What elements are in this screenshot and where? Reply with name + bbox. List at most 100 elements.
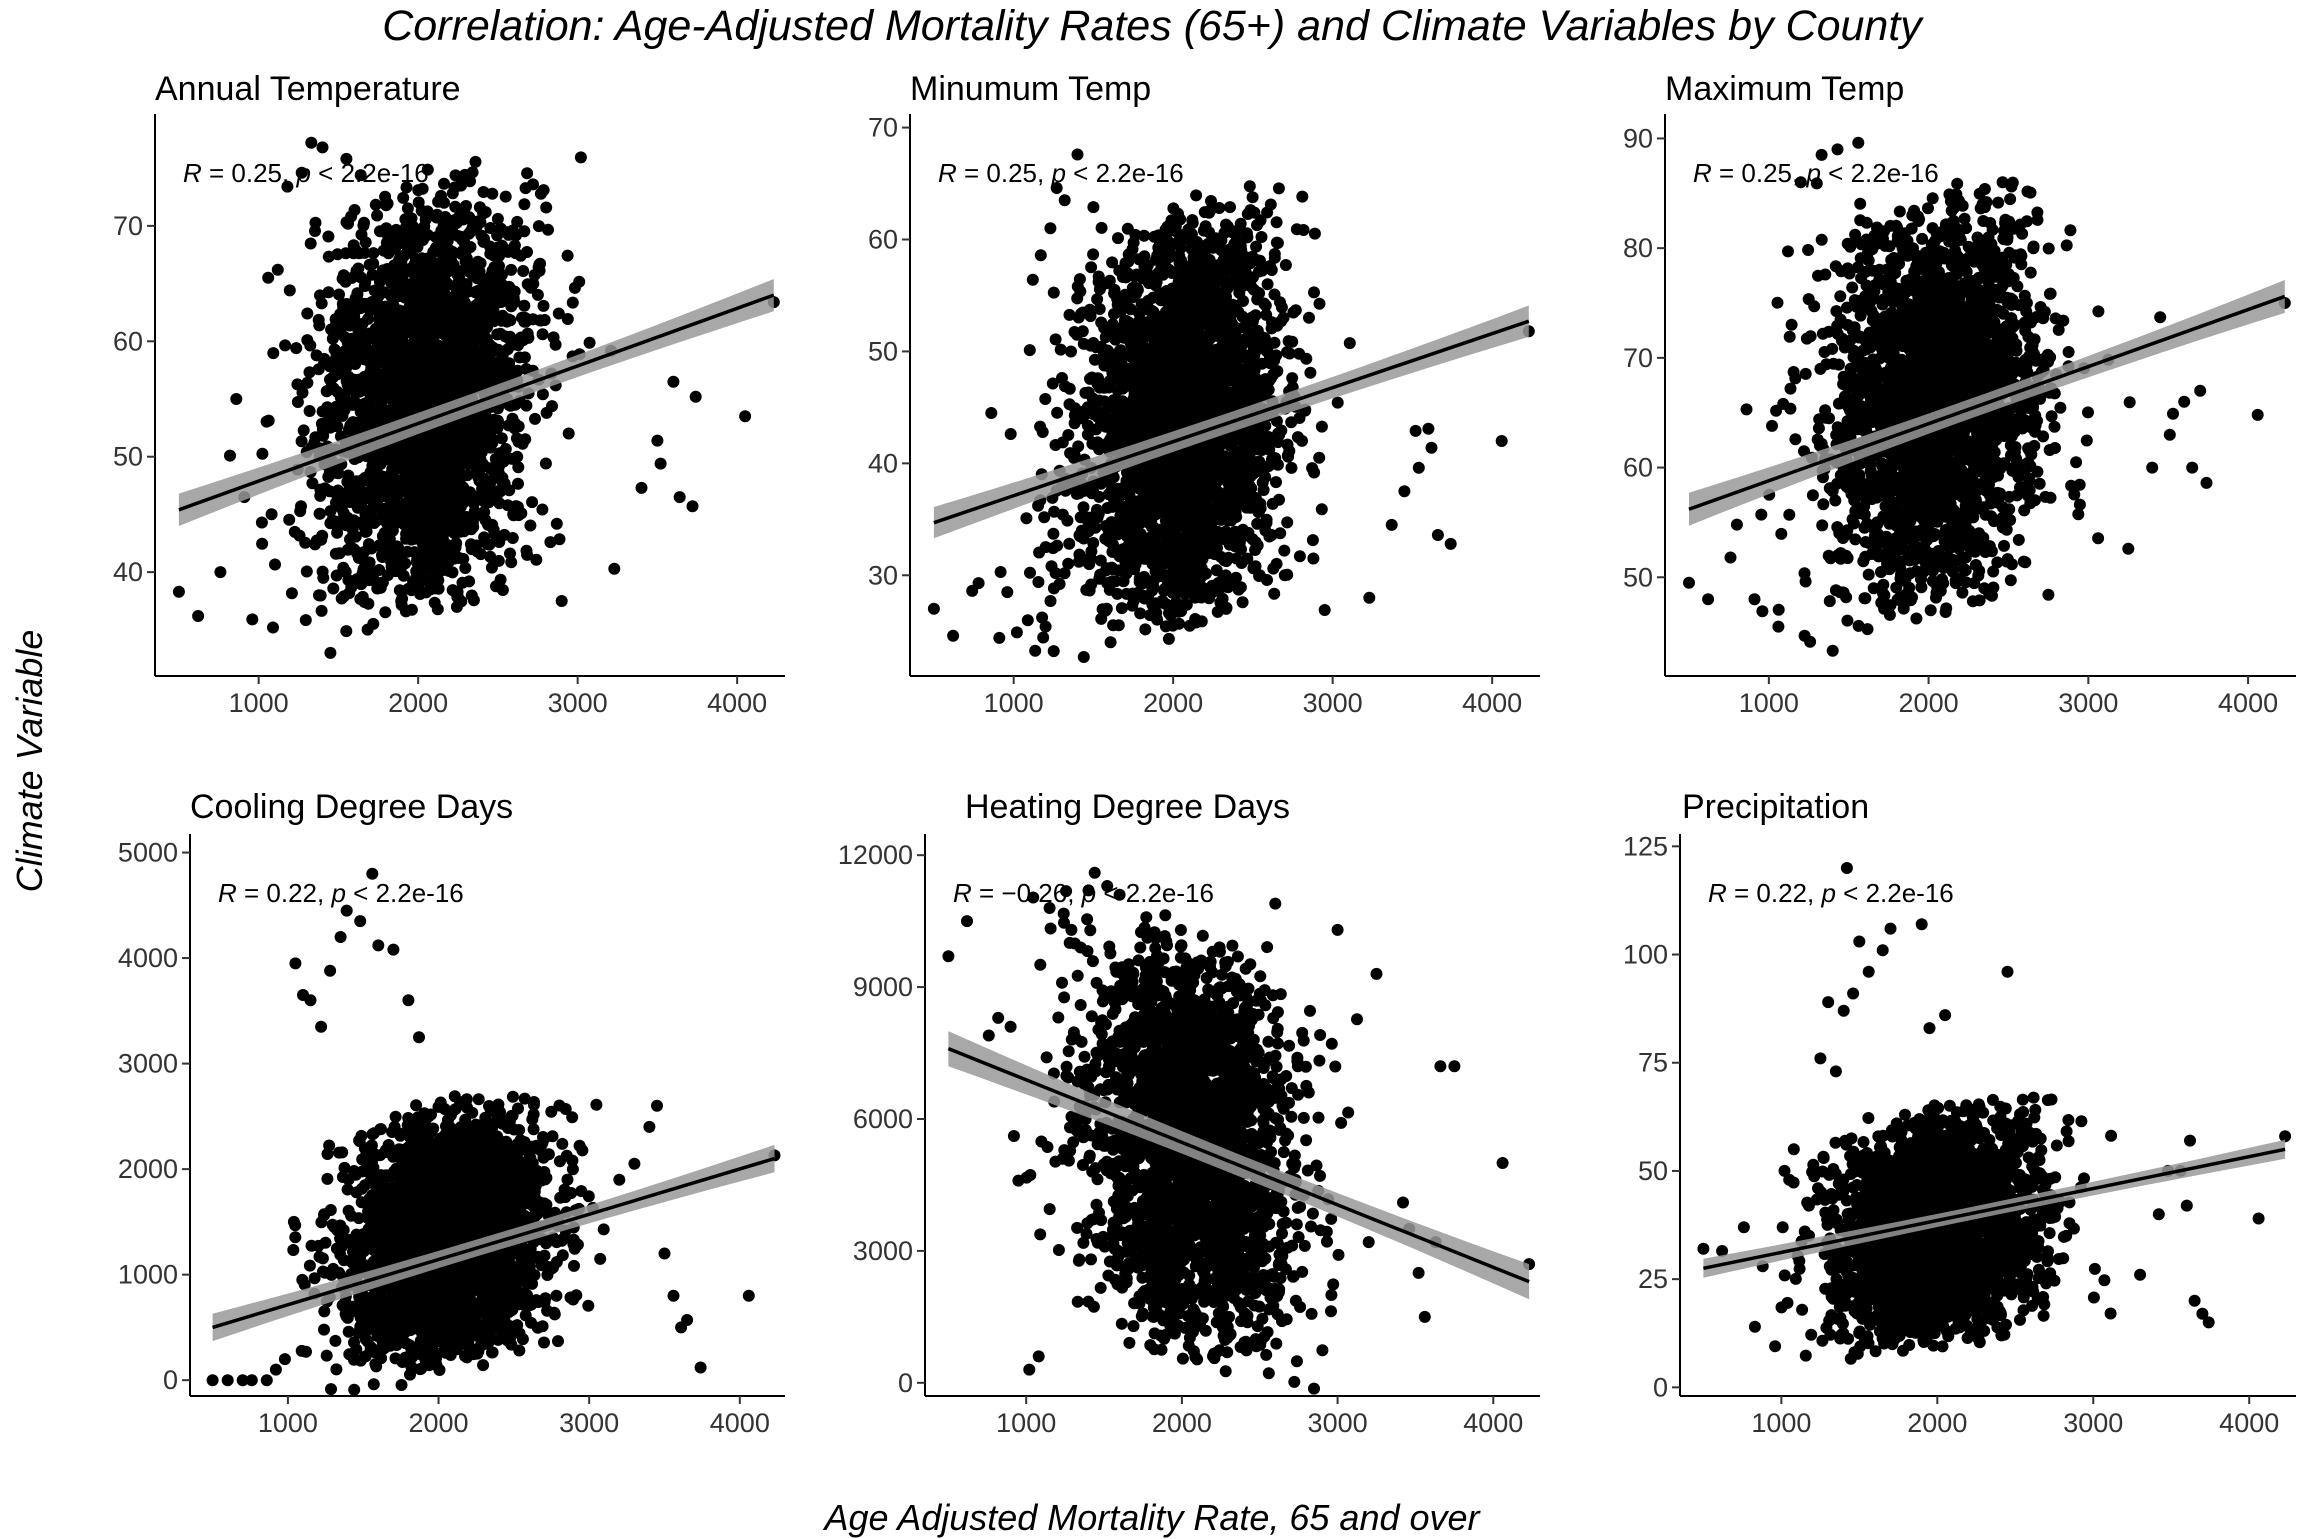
data-point: [608, 563, 620, 575]
data-point: [1061, 515, 1073, 527]
data-point: [298, 424, 310, 436]
data-point: [1037, 632, 1049, 644]
data-point: [353, 300, 365, 312]
data-point: [1074, 273, 1086, 285]
data-point: [636, 482, 648, 494]
data-point: [501, 361, 513, 373]
data-point: [478, 472, 490, 484]
data-point: [466, 224, 478, 236]
data-point: [534, 258, 546, 270]
data-point: [402, 202, 414, 214]
data-point: [379, 322, 391, 334]
data-point: [380, 301, 392, 313]
data-point: [544, 536, 556, 548]
data-point: [459, 169, 471, 181]
data-point: [313, 319, 325, 331]
data-point: [1247, 314, 1259, 326]
data-point: [1165, 609, 1177, 621]
data-point: [384, 240, 396, 252]
data-point: [1022, 614, 1034, 626]
data-point: [370, 199, 382, 211]
data-point: [379, 340, 391, 352]
data-point: [1051, 407, 1063, 419]
data-point: [358, 504, 370, 516]
data-point: [496, 315, 508, 327]
data-point: [402, 468, 414, 480]
data-point: [524, 520, 536, 532]
data-point: [467, 328, 479, 340]
data-point: [1260, 300, 1272, 312]
data-point: [1286, 462, 1298, 474]
data-point: [458, 372, 470, 384]
data-point: [192, 610, 204, 622]
data-point: [422, 309, 434, 321]
data-point: [413, 480, 425, 492]
data-point: [1051, 540, 1063, 552]
data-point: [272, 264, 284, 276]
data-point: [409, 546, 421, 558]
data-point: [373, 539, 385, 551]
data-point: [1214, 597, 1226, 609]
data-point: [520, 182, 532, 194]
data-point: [1096, 279, 1108, 291]
data-point: [381, 502, 393, 514]
data-point: [1005, 428, 1017, 440]
data-point: [1296, 191, 1308, 203]
data-point: [515, 507, 527, 519]
data-point: [458, 495, 470, 507]
data-point: [1087, 248, 1099, 260]
data-point: [330, 313, 342, 325]
data-point: [1286, 336, 1298, 348]
x-tick-label: 1000: [229, 688, 289, 718]
data-point: [512, 478, 524, 490]
data-point: [491, 328, 503, 340]
data-point: [495, 574, 507, 586]
data-point: [371, 210, 383, 222]
data-point: [567, 297, 579, 309]
data-point: [1272, 428, 1284, 440]
data-point: [1246, 459, 1258, 471]
data-point: [256, 538, 268, 550]
data-point: [449, 201, 461, 213]
data-point: [532, 289, 544, 301]
data-point: [1024, 344, 1036, 356]
data-point: [521, 246, 533, 258]
data-point: [1344, 337, 1356, 349]
data-point: [388, 291, 400, 303]
data-point: [492, 287, 504, 299]
data-point: [518, 198, 530, 210]
data-point: [551, 518, 563, 530]
data-point: [1095, 613, 1107, 625]
data-point: [1056, 372, 1068, 384]
data-point: [563, 428, 575, 440]
data-point: [1048, 645, 1060, 657]
y-tick-label: 50: [113, 442, 143, 472]
data-point: [306, 477, 318, 489]
data-point: [506, 453, 518, 465]
data-point: [397, 517, 409, 529]
data-point: [1268, 588, 1280, 600]
data-point: [452, 476, 464, 488]
data-point: [1094, 303, 1106, 315]
data-point: [497, 242, 509, 254]
data-point: [1195, 513, 1207, 525]
data-point: [347, 523, 359, 535]
data-point: [246, 613, 258, 625]
data-point: [1121, 475, 1133, 487]
data-point: [357, 591, 369, 603]
data-point: [296, 435, 308, 447]
data-point: [1085, 261, 1097, 273]
data-point: [1205, 344, 1217, 356]
data-point: [504, 548, 516, 560]
data-point: [1296, 435, 1308, 447]
data-point: [690, 391, 702, 403]
data-point: [1316, 503, 1328, 515]
data-point: [436, 496, 448, 508]
data-point: [466, 302, 478, 314]
data-point: [435, 190, 447, 202]
data-point: [1304, 367, 1316, 379]
data-point: [1244, 180, 1256, 192]
data-point: [1265, 199, 1277, 211]
data-point: [1250, 241, 1262, 253]
data-point: [482, 424, 494, 436]
